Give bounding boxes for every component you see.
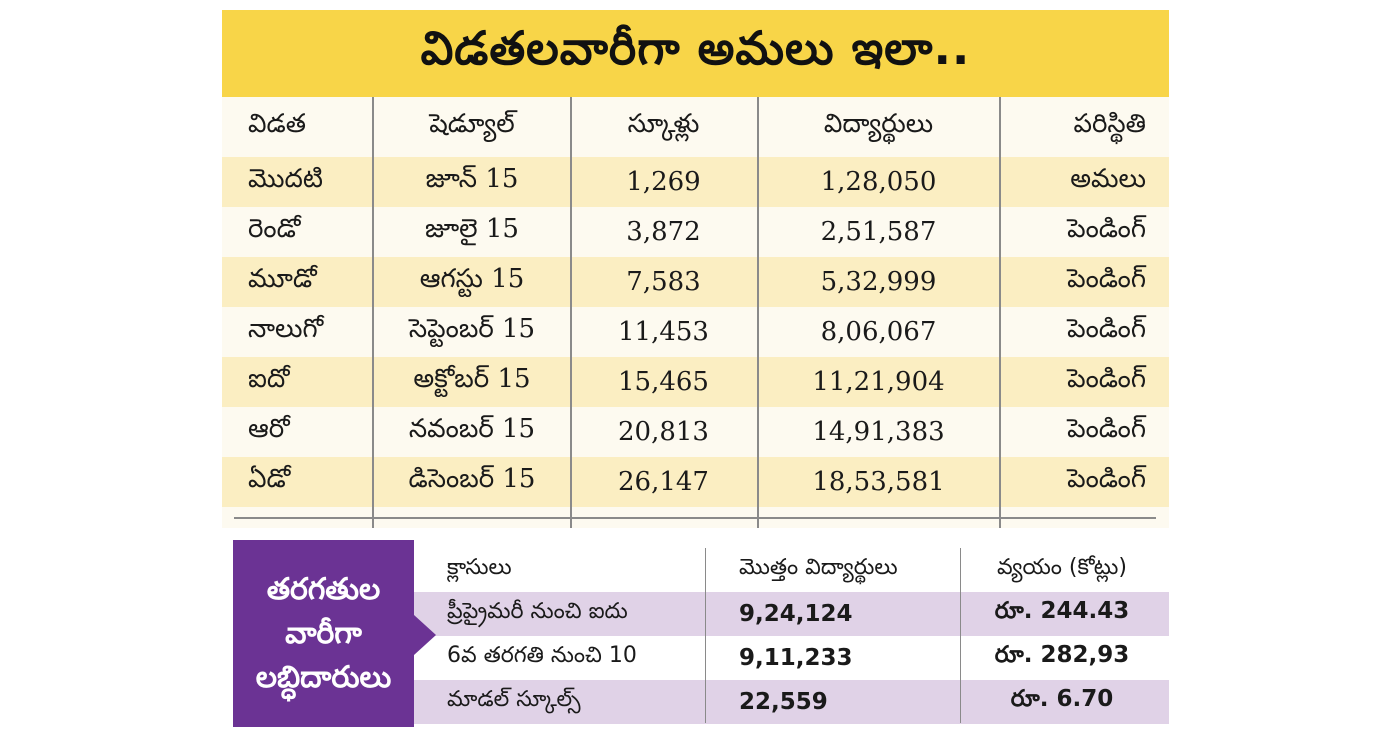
cell-phase: నాలుగో [248, 314, 324, 344]
label-pointer-arrow [414, 615, 436, 655]
cell-schools: 1,269 [626, 167, 701, 197]
header-total-students: మొత్తం విద్యార్థులు [739, 555, 898, 580]
cell-total-students: 9,24,124 [739, 601, 853, 627]
cell-students: 1,28,050 [820, 167, 937, 197]
header-expenditure: వ్యయం (కోట్లు) [997, 555, 1127, 580]
cell-status: పెండింగ్ [1067, 464, 1146, 494]
column-divider [372, 97, 374, 529]
column-divider [705, 548, 706, 723]
column-divider [999, 97, 1001, 529]
cell-phase: రెండో [248, 214, 301, 244]
cell-schedule: ఆగస్టు 15 [419, 264, 525, 294]
cell-schools: 15,465 [618, 367, 709, 397]
cell-students: 2,51,587 [820, 217, 937, 247]
label-line: తరగతుల [266, 571, 381, 607]
table-row: మాడల్ స్కూల్స్ 22,559 రూ. 6.70 [402, 680, 1169, 724]
page-title: విడతలవారీగా అమలు ఇలా.. [420, 20, 971, 75]
column-divider [757, 97, 759, 529]
cell-schools: 20,813 [618, 417, 709, 447]
header-phase: విడత [248, 109, 306, 139]
cell-classes: 6వ తరగతి నుంచి 10 [447, 643, 637, 668]
column-divider [960, 548, 961, 723]
infographic-card: విడతలవారీగా అమలు ఇలా.. విడత షెడ్యూల్ స్క… [222, 10, 1169, 727]
cell-status: అమలు [1070, 164, 1146, 194]
table-row: ప్రీప్రైమరీ నుంచి ఐదు 9,24,124 రూ. 244.4… [402, 592, 1169, 636]
label-line: వారీగా [285, 615, 362, 651]
beneficiaries-label: తరగతుల వారీగా లబ్ధిదారులు [233, 540, 414, 727]
table-header-row: విడత షెడ్యూల్ స్కూళ్లు విద్యార్థులు పరిస… [222, 97, 1169, 157]
header-schedule: షెడ్యూల్ [429, 109, 515, 139]
header-students: విద్యార్థులు [823, 109, 934, 139]
table-bottom-rule [234, 517, 1156, 519]
header-classes: క్లాసులు [447, 555, 512, 580]
cell-classes: ప్రీప్రైమరీ నుంచి ఐదు [447, 599, 628, 624]
table-row: నాలుగో సెప్టెంబర్ 15 11,453 8,06,067 పెం… [222, 307, 1169, 357]
cell-expenditure: రూ. 282,93 [994, 642, 1130, 668]
table-row: రెండో జూలై 15 3,872 2,51,587 పెండింగ్ [222, 207, 1169, 257]
cell-schedule: డిసెంబర్ 15 [408, 464, 536, 494]
cell-total-students: 22,559 [739, 689, 828, 715]
cell-status: పెండింగ్ [1067, 414, 1146, 444]
table-row: ఆరో నవంబర్ 15 20,813 14,91,383 పెండింగ్ [222, 407, 1169, 457]
header-status: పరిస్థితి [1073, 109, 1147, 139]
cell-phase: ఏడో [248, 464, 291, 494]
cell-phase: ఆరో [248, 414, 290, 444]
cell-expenditure: రూ. 6.70 [1010, 686, 1114, 712]
title-banner: విడతలవారీగా అమలు ఇలా.. [222, 10, 1169, 97]
cell-phase: మొదటి [248, 164, 323, 194]
cell-schools: 7,583 [626, 267, 701, 297]
table-row: మూడో ఆగస్టు 15 7,583 5,32,999 పెండింగ్ [222, 257, 1169, 307]
cell-status: పెండింగ్ [1067, 314, 1146, 344]
cell-status: పెండింగ్ [1067, 364, 1146, 394]
cell-schedule: నవంబర్ 15 [408, 414, 536, 444]
beneficiaries-label-box [233, 540, 414, 727]
cell-students: 11,21,904 [812, 367, 945, 397]
cell-schools: 26,147 [618, 467, 709, 497]
table-row: 6వ తరగతి నుంచి 10 9,11,233 రూ. 282,93 [402, 636, 1169, 680]
label-line: లబ్ధిదారులు [255, 659, 392, 695]
cell-classes: మాడల్ స్కూల్స్ [447, 687, 581, 712]
cell-status: పెండింగ్ [1067, 264, 1146, 294]
cell-expenditure: రూ. 244.43 [994, 598, 1130, 624]
beneficiaries-header-row: క్లాసులు మొత్తం విద్యార్థులు వ్యయం (కోట్… [402, 548, 1169, 592]
cell-status: పెండింగ్ [1067, 214, 1146, 244]
cell-schedule: జూన్ 15 [425, 164, 519, 194]
cell-students: 14,91,383 [812, 417, 945, 447]
table-row: ఐదో అక్టోబర్ 15 15,465 11,21,904 పెండింగ… [222, 357, 1169, 407]
cell-students: 8,06,067 [820, 317, 937, 347]
beneficiaries-section: క్లాసులు మొత్తం విద్యార్థులు వ్యయం (కోట్… [222, 528, 1169, 727]
table-row: మొదటి జూన్ 15 1,269 1,28,050 అమలు [222, 157, 1169, 207]
cell-students: 5,32,999 [820, 267, 937, 297]
cell-total-students: 9,11,233 [739, 645, 853, 671]
column-divider [570, 97, 572, 529]
table-row: ఏడో డిసెంబర్ 15 26,147 18,53,581 పెండింగ… [222, 457, 1169, 507]
header-schools: స్కూళ్లు [627, 109, 700, 139]
cell-schools: 3,872 [626, 217, 701, 247]
cell-students: 18,53,581 [812, 467, 945, 497]
cell-schedule: జూలై 15 [425, 214, 519, 244]
cell-phase: ఐదో [248, 364, 290, 394]
cell-schedule: అక్టోబర్ 15 [413, 364, 531, 394]
cell-phase: మూడో [248, 264, 317, 294]
cell-schools: 11,453 [618, 317, 709, 347]
cell-schedule: సెప్టెంబర్ 15 [408, 314, 536, 344]
